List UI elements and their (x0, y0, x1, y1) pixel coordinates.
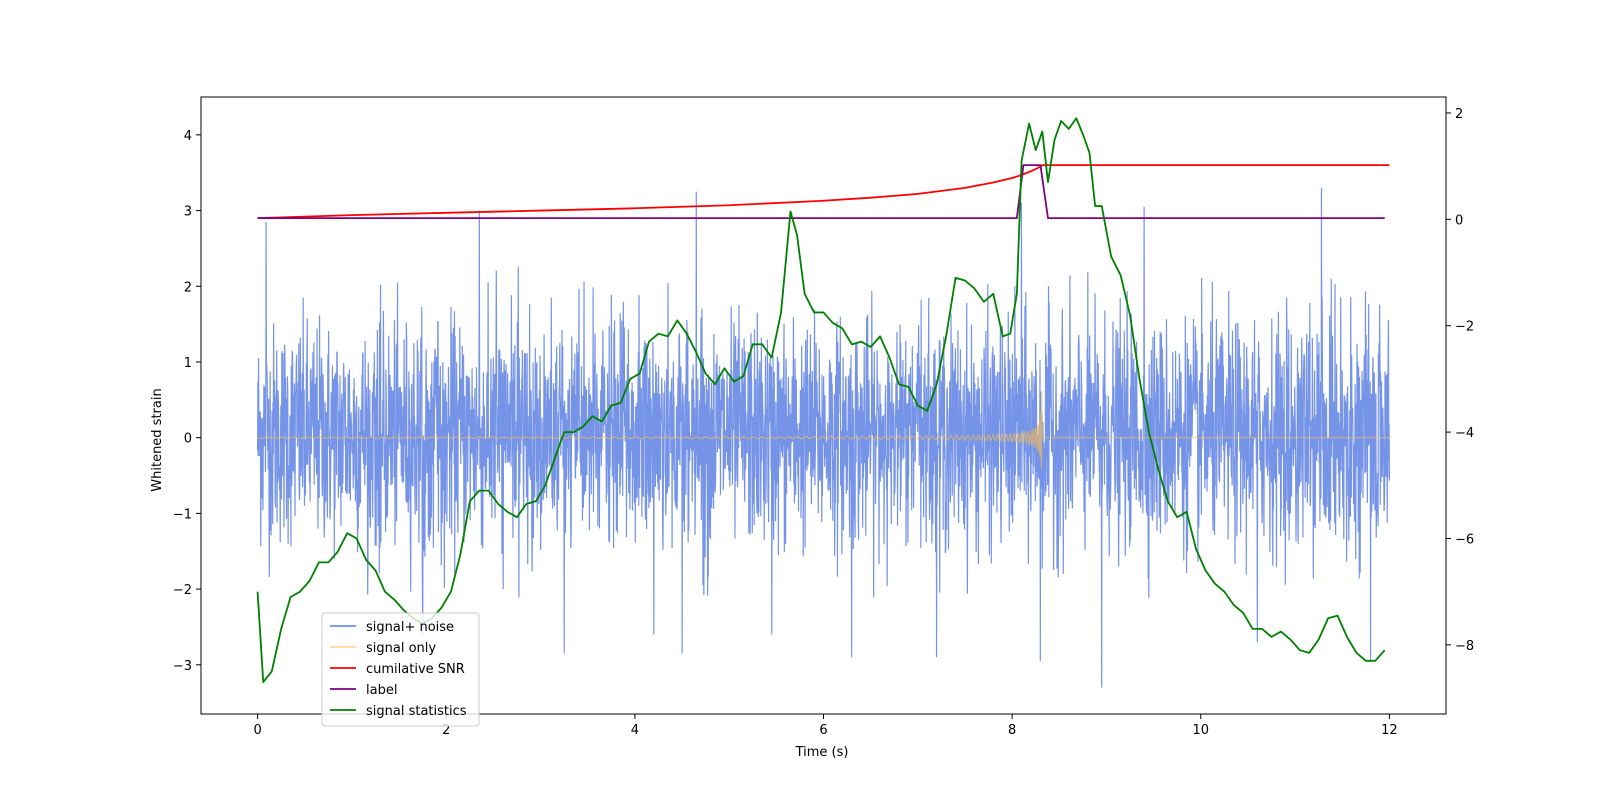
series-signal-only (257, 389, 1390, 469)
series-cumilative-snr (257, 164, 1390, 220)
y2-tick-label--8: −8 (1455, 639, 1474, 654)
legend-label-signal-only: signal only (366, 641, 436, 656)
y-tick-label--1: −1 (173, 507, 192, 522)
y2-tick-label-2: 2 (1455, 107, 1463, 122)
legend-label-cumilative-snr: cumilative SNR (366, 662, 465, 677)
legend-label-signal-noise: signal+ noise (366, 620, 454, 635)
y-tick-label-0: 0 (184, 432, 192, 447)
y2-tick-label--6: −6 (1455, 532, 1474, 547)
y2-tick-label--4: −4 (1455, 426, 1474, 441)
series-signal-noise (256, 187, 1391, 688)
plot-area (256, 117, 1391, 688)
y-tick-label-1: 1 (184, 356, 192, 371)
legend-label-label: label (366, 683, 397, 698)
y-tick-label--2: −2 (173, 583, 192, 598)
legend-box (321, 612, 480, 727)
legend-label-signal-statistics: signal statistics (366, 704, 467, 719)
y-tick-label-3: 3 (184, 205, 192, 220)
y2-tick-label--2: −2 (1455, 320, 1474, 335)
y2-tick-label-0: 0 (1455, 213, 1463, 228)
legend: signal+ noise signal only cumilative SNR la… (321, 612, 480, 727)
x-tick-label-6: 6 (819, 723, 827, 738)
x-tick-label-12: 12 (1381, 723, 1398, 738)
x-tick-label-2: 2 (442, 723, 450, 738)
series-signal-statistics (256, 117, 1386, 683)
y-axis-label: Whitened strain (150, 388, 165, 491)
y-tick-label--3: −3 (173, 659, 192, 674)
x-tick-label-10: 10 (1192, 723, 1209, 738)
x-axis-label: Time (s) (795, 745, 849, 760)
y-tick-label-4: 4 (184, 129, 192, 144)
x-tick-label-8: 8 (1008, 723, 1016, 738)
y-tick-label-2: 2 (184, 280, 192, 295)
x-tick-label-0: 0 (253, 723, 261, 738)
x-tick-label-4: 4 (631, 723, 639, 738)
